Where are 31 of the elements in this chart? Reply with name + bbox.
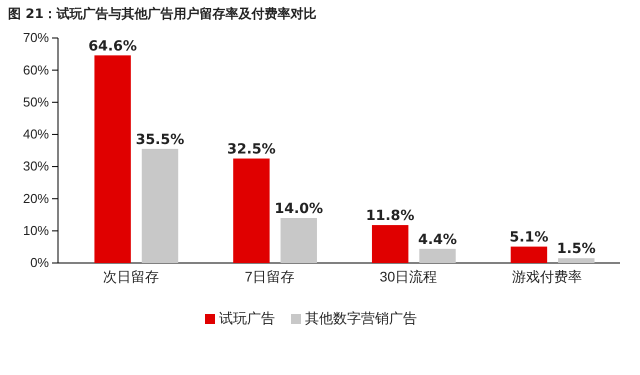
bar <box>280 218 317 263</box>
data-label: 4.4% <box>418 232 457 248</box>
y-tick-label: 50% <box>22 94 50 110</box>
y-tick-label: 10% <box>22 223 50 238</box>
data-label: 35.5% <box>136 132 184 148</box>
y-tick-label: 30% <box>22 158 50 174</box>
legend-label: 其他数字营销广告 <box>305 311 417 327</box>
data-label: 5.1% <box>510 230 548 246</box>
y-tick-label: 70% <box>22 30 50 46</box>
y-tick-label: 20% <box>22 190 50 206</box>
y-tick-label: 60% <box>22 62 50 78</box>
x-tick-label: 游戏付费率 <box>512 268 582 284</box>
bar <box>142 148 178 263</box>
bar <box>372 225 408 263</box>
bar <box>419 248 456 263</box>
legend-label: 试玩广告 <box>219 311 275 327</box>
bar <box>510 246 548 263</box>
y-tick-label: 40% <box>22 126 50 142</box>
bar <box>94 55 131 263</box>
x-tick-label: 30日流程 <box>380 268 438 284</box>
chart-title: 图 21：试玩广告与其他广告用户留存率及付费率对比 <box>8 6 317 22</box>
data-label: 64.6% <box>88 38 137 54</box>
data-label: 32.5% <box>227 142 276 158</box>
x-tick-label: 次日留存 <box>102 268 159 284</box>
y-tick-label: 0% <box>30 255 50 270</box>
x-tick-label: 7日留存 <box>244 268 295 284</box>
data-label: 14.0% <box>274 201 324 217</box>
bar <box>558 258 594 263</box>
data-label: 11.8% <box>366 208 414 224</box>
bar <box>233 158 270 263</box>
data-label: 1.5% <box>556 241 596 258</box>
